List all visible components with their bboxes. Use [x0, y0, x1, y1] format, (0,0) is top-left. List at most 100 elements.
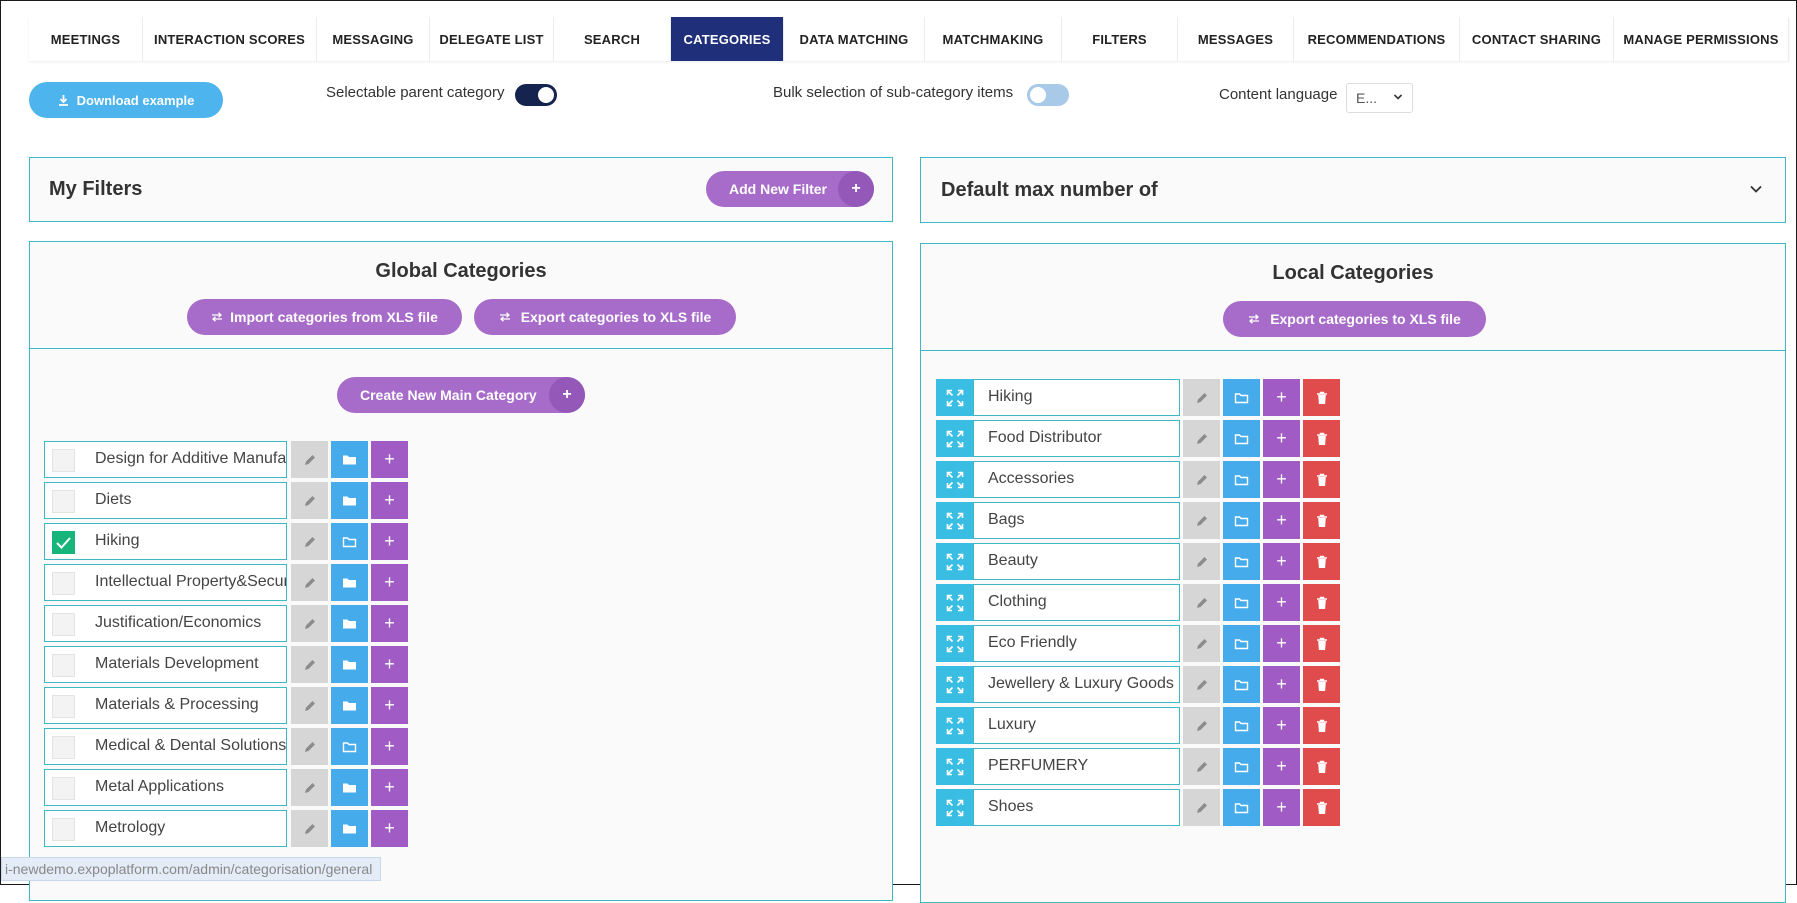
category-field[interactable]: Hiking [44, 523, 287, 560]
edit-button[interactable] [1183, 379, 1220, 416]
folder-button[interactable] [331, 810, 368, 847]
add-subcategory-button[interactable]: + [371, 728, 408, 765]
category-checkbox[interactable] [52, 777, 75, 800]
category-field[interactable]: Diets [44, 482, 287, 519]
tab-recommendations[interactable]: RECOMMENDATIONS [1294, 17, 1460, 61]
expand-arrows-icon[interactable] [936, 789, 973, 826]
category-checkbox[interactable] [52, 613, 75, 636]
add-subcategory-button[interactable]: + [371, 523, 408, 560]
category-checkbox[interactable] [52, 695, 75, 718]
folder-button[interactable] [331, 523, 368, 560]
delete-button[interactable] [1303, 748, 1340, 785]
folder-button[interactable] [1223, 584, 1260, 621]
folder-button[interactable] [331, 441, 368, 478]
delete-button[interactable] [1303, 543, 1340, 580]
folder-button[interactable] [331, 728, 368, 765]
category-field[interactable]: Metal Applications [44, 769, 287, 806]
add-subcategory-button[interactable]: + [371, 810, 408, 847]
add-subcategory-button[interactable]: + [371, 769, 408, 806]
content-language-select[interactable]: E... [1346, 83, 1413, 113]
add-subcategory-button[interactable]: + [371, 687, 408, 724]
edit-button[interactable] [1183, 543, 1220, 580]
expand-arrows-icon[interactable] [936, 707, 973, 744]
edit-button[interactable] [1183, 789, 1220, 826]
edit-button[interactable] [291, 728, 328, 765]
edit-button[interactable] [291, 810, 328, 847]
download-example-button[interactable]: Download example [29, 82, 223, 118]
tab-messages[interactable]: MESSAGES [1178, 17, 1294, 61]
category-checkbox[interactable] [52, 654, 75, 677]
category-checkbox[interactable] [52, 736, 75, 759]
category-field[interactable]: Eco Friendly [973, 625, 1180, 662]
category-field[interactable]: Design for Additive Manufacturing [44, 441, 287, 478]
delete-button[interactable] [1303, 666, 1340, 703]
folder-button[interactable] [331, 482, 368, 519]
edit-button[interactable] [1183, 584, 1220, 621]
folder-button[interactable] [331, 687, 368, 724]
category-checkbox[interactable] [52, 531, 75, 554]
add-subcategory-button[interactable]: + [1263, 461, 1300, 498]
edit-button[interactable] [291, 482, 328, 519]
chevron-down-icon[interactable] [1749, 182, 1763, 196]
delete-button[interactable] [1303, 707, 1340, 744]
delete-button[interactable] [1303, 502, 1340, 539]
add-subcategory-button[interactable]: + [371, 646, 408, 683]
tab-matchmaking[interactable]: MATCHMAKING [925, 17, 1062, 61]
delete-button[interactable] [1303, 379, 1340, 416]
edit-button[interactable] [1183, 502, 1220, 539]
delete-button[interactable] [1303, 789, 1340, 826]
expand-arrows-icon[interactable] [936, 420, 973, 457]
category-field[interactable]: Food Distributor [973, 420, 1180, 457]
add-subcategory-button[interactable]: + [1263, 584, 1300, 621]
edit-button[interactable] [291, 687, 328, 724]
tab-contact-sharing[interactable]: CONTACT SHARING [1460, 17, 1614, 61]
tab-categories[interactable]: CATEGORIES [671, 17, 784, 61]
add-new-filter-button[interactable]: Add New Filter + [706, 171, 874, 207]
category-field[interactable]: Jewellery & Luxury Goods [973, 666, 1180, 703]
import-categories-button[interactable]: Import categories from XLS file [187, 299, 462, 335]
tab-delegate-list[interactable]: DELEGATE LIST [430, 17, 554, 61]
expand-arrows-icon[interactable] [936, 666, 973, 703]
add-subcategory-button[interactable]: + [371, 605, 408, 642]
folder-button[interactable] [331, 605, 368, 642]
folder-button[interactable] [1223, 748, 1260, 785]
category-field[interactable]: Medical & Dental Solutions [44, 728, 287, 765]
selectable-parent-toggle[interactable] [515, 84, 557, 106]
add-subcategory-button[interactable]: + [1263, 666, 1300, 703]
folder-button[interactable] [1223, 502, 1260, 539]
tab-filters[interactable]: FILTERS [1062, 17, 1178, 61]
delete-button[interactable] [1303, 625, 1340, 662]
edit-button[interactable] [1183, 666, 1220, 703]
expand-arrows-icon[interactable] [936, 543, 973, 580]
add-subcategory-button[interactable]: + [1263, 379, 1300, 416]
add-subcategory-button[interactable]: + [371, 564, 408, 601]
folder-button[interactable] [1223, 379, 1260, 416]
category-field[interactable]: Clothing [973, 584, 1180, 621]
category-field[interactable]: PERFUMERY [973, 748, 1180, 785]
category-field[interactable]: Luxury [973, 707, 1180, 744]
add-subcategory-button[interactable]: + [1263, 789, 1300, 826]
category-field[interactable]: Metrology [44, 810, 287, 847]
folder-button[interactable] [1223, 543, 1260, 580]
tab-manage-permissions[interactable]: MANAGE PERMISSIONS [1614, 17, 1789, 61]
export-local-categories-button[interactable]: Export categories to XLS file [1223, 301, 1486, 337]
category-field[interactable]: Beauty [973, 543, 1180, 580]
add-subcategory-button[interactable]: + [1263, 625, 1300, 662]
add-subcategory-button[interactable]: + [1263, 543, 1300, 580]
tab-interaction-scores[interactable]: INTERACTION SCORES [143, 17, 317, 61]
add-subcategory-button[interactable]: + [1263, 502, 1300, 539]
folder-button[interactable] [1223, 625, 1260, 662]
export-global-categories-button[interactable]: Export categories to XLS file [474, 299, 736, 335]
edit-button[interactable] [291, 769, 328, 806]
edit-button[interactable] [291, 564, 328, 601]
category-field[interactable]: Shoes [973, 789, 1180, 826]
edit-button[interactable] [1183, 461, 1220, 498]
category-checkbox[interactable] [52, 818, 75, 841]
add-subcategory-button[interactable]: + [1263, 707, 1300, 744]
edit-button[interactable] [291, 605, 328, 642]
delete-button[interactable] [1303, 584, 1340, 621]
edit-button[interactable] [1183, 707, 1220, 744]
edit-button[interactable] [1183, 748, 1220, 785]
category-field[interactable]: Materials Development [44, 646, 287, 683]
expand-arrows-icon[interactable] [936, 584, 973, 621]
